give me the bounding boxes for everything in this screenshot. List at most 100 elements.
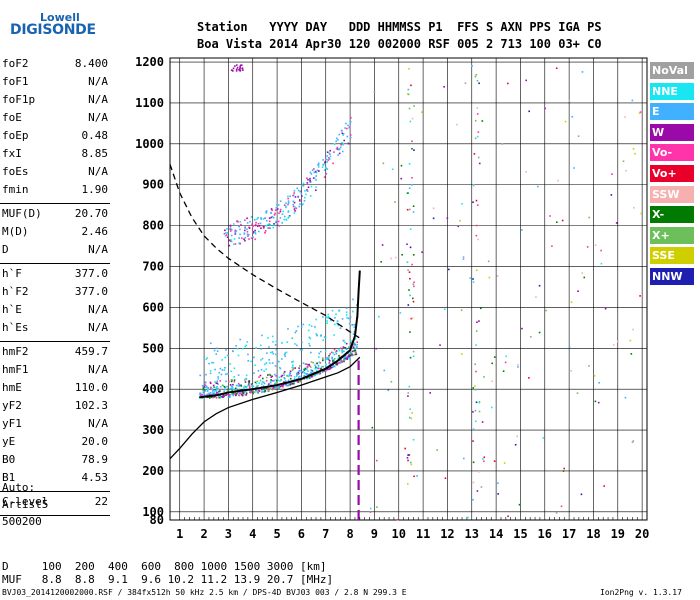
echo-point [296, 372, 298, 375]
noise-point [408, 271, 411, 273]
echo-point [345, 314, 348, 316]
echo-point [242, 387, 245, 390]
echo-point [320, 335, 322, 337]
noise-point [390, 380, 393, 383]
echo-point [336, 363, 339, 366]
echo-point [225, 394, 227, 396]
echo-point [204, 390, 207, 392]
echo-point [230, 387, 233, 390]
echo-point [240, 223, 242, 226]
echo-point [226, 389, 229, 392]
noise-point [598, 381, 600, 384]
echo-point [239, 65, 241, 68]
echo-point [251, 223, 253, 226]
echo-point [244, 345, 247, 348]
param-name: B1 [2, 471, 16, 484]
param-row: hmE 110.0 [2, 381, 108, 399]
echo-point [282, 386, 284, 388]
echo-point [228, 239, 231, 242]
echo-point [292, 203, 295, 206]
echo-point [350, 342, 352, 344]
echo-point [262, 381, 265, 384]
noise-point [462, 258, 465, 260]
echo-point [232, 383, 234, 386]
echo-point [287, 200, 290, 202]
echo-point [238, 68, 240, 71]
echo-point [244, 379, 246, 381]
echo-point [264, 230, 267, 232]
echo-point [272, 352, 275, 355]
noise-point [477, 156, 480, 159]
noise-point [406, 261, 409, 264]
noise-point [421, 111, 423, 113]
echo-point [267, 223, 269, 226]
param-row: foE N/A [2, 111, 108, 129]
echo-point [266, 374, 269, 376]
echo-point [339, 327, 342, 329]
echo-point [316, 334, 318, 337]
echo-point [353, 353, 356, 356]
noise-point [408, 454, 411, 456]
echo-point [231, 69, 234, 72]
echo-point [260, 348, 263, 350]
echo-point [329, 366, 332, 369]
echo-point [330, 319, 332, 322]
param-row: foF1p N/A [2, 93, 108, 111]
echo-point [328, 368, 331, 370]
echo-point [329, 153, 331, 156]
echo-point [244, 381, 247, 383]
echo-point [302, 370, 305, 373]
echo-point [291, 361, 293, 363]
echo-point [248, 386, 251, 389]
echo-point [261, 387, 264, 390]
header-values: Boa Vista 2014 Apr30 120 002000 RSF 005 … [197, 37, 602, 51]
echo-point [209, 370, 212, 372]
echo-point [352, 333, 355, 335]
noise-point [475, 330, 478, 332]
y-tick-label: 800 [142, 219, 164, 233]
noise-point [400, 177, 403, 180]
echo-point [238, 394, 241, 397]
echo-point [271, 215, 274, 218]
noise-point [517, 364, 519, 366]
echo-point [268, 373, 271, 376]
echo-point [212, 393, 214, 396]
echo-point [328, 354, 330, 357]
noise-point [476, 79, 479, 82]
echo-point [239, 338, 241, 341]
echo-point [343, 356, 346, 358]
echo-point [272, 341, 274, 343]
x-tick-label: 14 [489, 527, 503, 541]
echo-point [226, 393, 228, 396]
echo-point [346, 135, 349, 138]
echo-point [219, 390, 221, 392]
noise-point [475, 401, 478, 404]
echo-point [217, 396, 220, 399]
param-row: B1 4.53 [2, 471, 108, 489]
echo-point [271, 351, 274, 353]
noise-point [407, 392, 410, 394]
echo-point [328, 152, 331, 155]
echo-point [257, 370, 260, 372]
echo-point [342, 143, 345, 145]
echo-point [227, 380, 230, 383]
echo-point [243, 233, 246, 235]
noise-point [472, 184, 475, 187]
echo-point [235, 64, 238, 66]
noise-point [411, 263, 413, 266]
echo-point [298, 372, 300, 375]
echo-point [286, 375, 289, 377]
echo-point [205, 385, 208, 387]
echo-point [338, 133, 341, 136]
echo-point [275, 387, 277, 390]
echo-point [331, 356, 333, 359]
echo-point [265, 368, 268, 371]
noise-point [373, 91, 376, 93]
noise-point [460, 309, 463, 311]
echo-point [289, 373, 291, 376]
echo-point [208, 392, 210, 395]
legend-item: Vo+ [650, 165, 694, 182]
echo-point [267, 390, 270, 392]
noise-point [413, 475, 415, 478]
echo-point [254, 381, 257, 384]
